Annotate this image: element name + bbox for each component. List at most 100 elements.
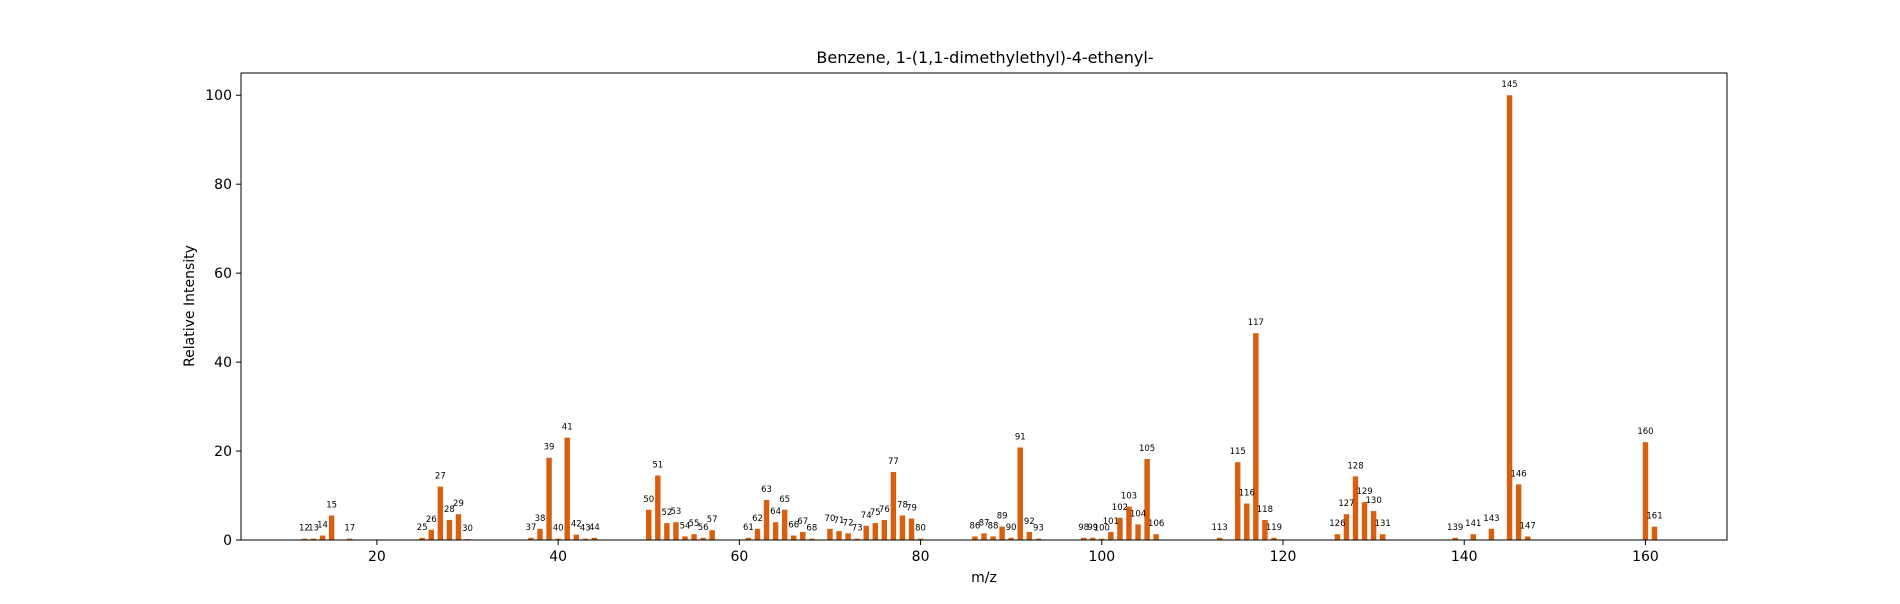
bar-mz-116 [1244,503,1250,540]
bars-layer [301,95,1658,541]
bar-mz-17 [347,538,353,540]
bar-mz-118 [1262,519,1268,540]
bar-mz-161 [1651,526,1658,540]
bar-label: 25 [417,523,428,533]
bar-mz-127 [1343,514,1350,540]
bar-mz-54 [682,536,688,540]
bar-mz-57 [709,530,715,540]
bar-label: 129 [1356,487,1372,497]
bar-label: 116 [1239,489,1255,499]
bar-label: 98 [1078,523,1089,533]
bar-mz-76 [881,519,888,540]
x-tick-label: 120 [1270,549,1297,565]
bar-mz-146 [1515,484,1522,540]
bar-label: 14 [317,521,328,531]
bar-label: 15 [326,501,337,511]
bar-label: 145 [1501,80,1517,90]
bar-label: 126 [1329,519,1345,529]
bar-mz-139 [1452,537,1458,540]
bar-label: 127 [1338,499,1354,509]
bar-label: 52 [661,508,672,518]
bar-label: 17 [344,524,355,534]
bar-mz-65 [781,509,788,540]
bar-label: 130 [1366,496,1382,506]
bar-label: 63 [761,485,772,495]
bar-mz-101 [1108,531,1114,540]
bar-mz-104 [1135,524,1141,540]
bar-mz-78 [899,515,906,540]
y-tick-label: 100 [205,88,232,104]
bar-label: 143 [1483,514,1499,524]
bar-label: 39 [544,443,555,453]
bar-label: 38 [535,514,546,524]
bar-label: 13 [308,524,319,534]
bar-label: 70 [825,514,836,524]
bar-label: 51 [652,461,663,471]
bar-label: 86 [970,521,981,531]
bar-mz-105 [1144,459,1150,540]
bar-label: 37 [526,523,537,533]
bar-label: 78 [897,501,908,511]
bar-label: 65 [779,495,790,505]
bar-mz-64 [772,522,779,540]
bar-label: 42 [571,520,582,530]
bar-mz-131 [1379,534,1386,540]
bar-label: 74 [861,511,872,521]
bar-label: 40 [553,524,564,534]
bar-label: 90 [1006,523,1017,533]
bar-label: 64 [770,507,781,517]
y-tick-label: 20 [214,444,232,460]
bar-mz-68 [809,538,815,540]
bar-label: 139 [1447,523,1463,533]
bar-mz-129 [1361,502,1368,540]
bar-label: 77 [888,457,899,467]
bar-label: 67 [797,517,808,527]
bar-mz-90 [1008,537,1014,540]
bar-label: 92 [1024,517,1035,527]
bar-mz-160 [1642,442,1649,540]
bar-mz-128 [1352,476,1359,540]
bar-mz-87 [981,533,987,540]
bar-mz-14 [319,535,326,540]
bar-mz-12 [301,538,308,540]
bar-mz-39 [546,457,552,540]
bar-mz-80 [917,538,924,540]
bar-mz-119 [1271,537,1277,540]
bar-mz-106 [1153,534,1159,540]
bar-label: 71 [834,516,845,526]
bar-mz-115 [1234,462,1241,540]
bar-mz-43 [582,538,589,540]
bar-label: 160 [1637,427,1653,437]
bar-label: 61 [743,523,754,533]
bar-mz-41 [564,437,570,540]
bar-mz-86 [972,536,978,540]
bar-mz-37 [528,537,534,540]
bar-label: 50 [643,495,654,505]
plot-area-frame [240,72,1728,541]
bar-mz-102 [1117,517,1123,540]
bar-mz-50 [646,509,652,540]
bar-mz-126 [1334,534,1341,540]
bar-label: 119 [1266,523,1282,533]
bar-mz-100 [1099,538,1105,540]
bar-mz-63 [763,499,770,540]
bar-label: 73 [852,524,863,534]
bar-label: 68 [806,524,817,534]
bar-label: 43 [580,524,591,534]
y-tick-label: 80 [214,177,232,193]
bar-label: 57 [707,515,718,525]
bar-label: 104 [1130,509,1146,519]
bar-label: 91 [1015,432,1026,442]
bar-label: 131 [1375,519,1391,529]
bar-label: 102 [1112,503,1128,513]
bar-mz-141 [1470,534,1477,540]
bar-label: 147 [1520,521,1536,531]
x-tick-label: 20 [368,549,386,565]
bar-label: 53 [671,507,682,517]
bar-label: 87 [979,518,990,528]
x-tick-label: 40 [549,549,567,565]
bar-mz-62 [754,528,761,540]
bar-label: 62 [752,514,763,524]
bar-label: 117 [1248,318,1264,328]
